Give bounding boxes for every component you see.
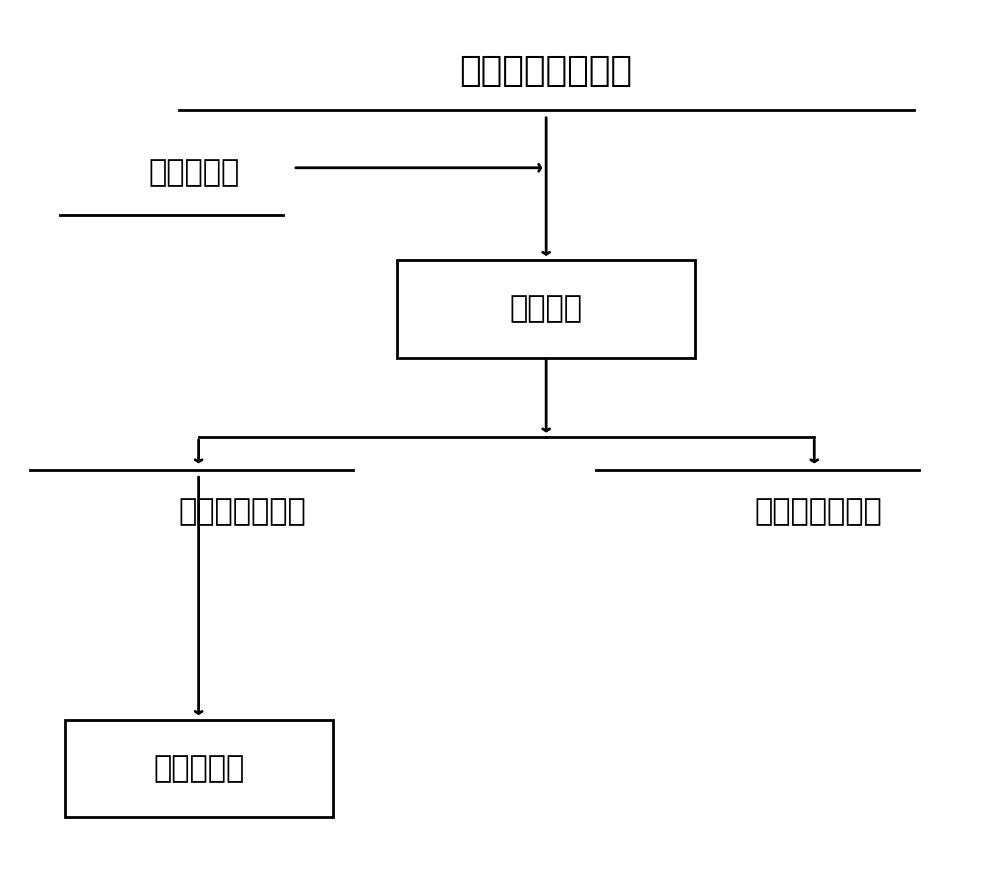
Bar xyxy=(397,260,695,358)
Text: 吸附剂再生: 吸附剂再生 xyxy=(153,754,244,782)
Bar xyxy=(65,720,333,817)
Text: 含铝吸附剂: 含铝吸附剂 xyxy=(149,158,240,186)
Text: 锂云母中性浸出液: 锂云母中性浸出液 xyxy=(460,54,633,87)
Text: 负载氟的吸附剂: 负载氟的吸附剂 xyxy=(179,498,307,526)
Text: 配位吸附: 配位吸附 xyxy=(509,295,583,323)
Text: 脱氟中性浸出液: 脱氟中性浸出液 xyxy=(755,498,883,526)
